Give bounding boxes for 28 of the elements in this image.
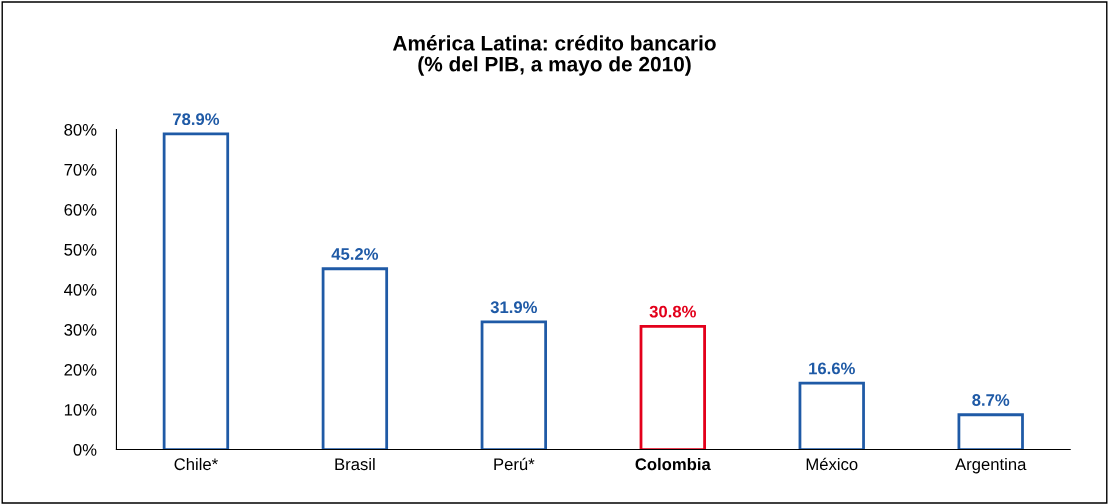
bar bbox=[957, 413, 1024, 450]
bar bbox=[162, 132, 230, 450]
data-label: 16.6% bbox=[809, 362, 855, 375]
x-tick-label: Perú* bbox=[494, 457, 535, 471]
x-tick-label: Brasil bbox=[335, 457, 375, 471]
y-tick-label: 30% bbox=[64, 323, 97, 336]
y-tick-label: 60% bbox=[64, 203, 97, 216]
data-label: 30.8% bbox=[649, 305, 696, 318]
bar bbox=[798, 381, 865, 450]
data-label: 45.2% bbox=[331, 248, 379, 260]
x-tick-label: Chile* bbox=[174, 457, 218, 471]
y-tick-label: 0% bbox=[73, 443, 97, 456]
y-tick-label: 40% bbox=[64, 283, 97, 296]
y-tick-label: 20% bbox=[64, 363, 97, 376]
data-label: 8.7% bbox=[972, 394, 1010, 406]
y-tick-label: 10% bbox=[64, 403, 97, 416]
bar bbox=[639, 324, 706, 450]
data-label: 31.9% bbox=[490, 301, 538, 314]
chart-title: América Latina: crédito bancario (% del PIB, a mayo de 2010) bbox=[392, 35, 716, 76]
x-tick-label: México bbox=[806, 457, 858, 471]
x-tick-label: Argentina bbox=[955, 457, 1027, 474]
data-label: 78.9% bbox=[173, 113, 220, 126]
y-tick-label: 50% bbox=[64, 243, 97, 256]
bar bbox=[480, 320, 548, 450]
y-tick-label: 70% bbox=[64, 163, 97, 176]
y-tick-label: 80% bbox=[64, 123, 97, 136]
bar bbox=[321, 267, 389, 450]
x-tick-label: Colombia bbox=[635, 457, 711, 471]
